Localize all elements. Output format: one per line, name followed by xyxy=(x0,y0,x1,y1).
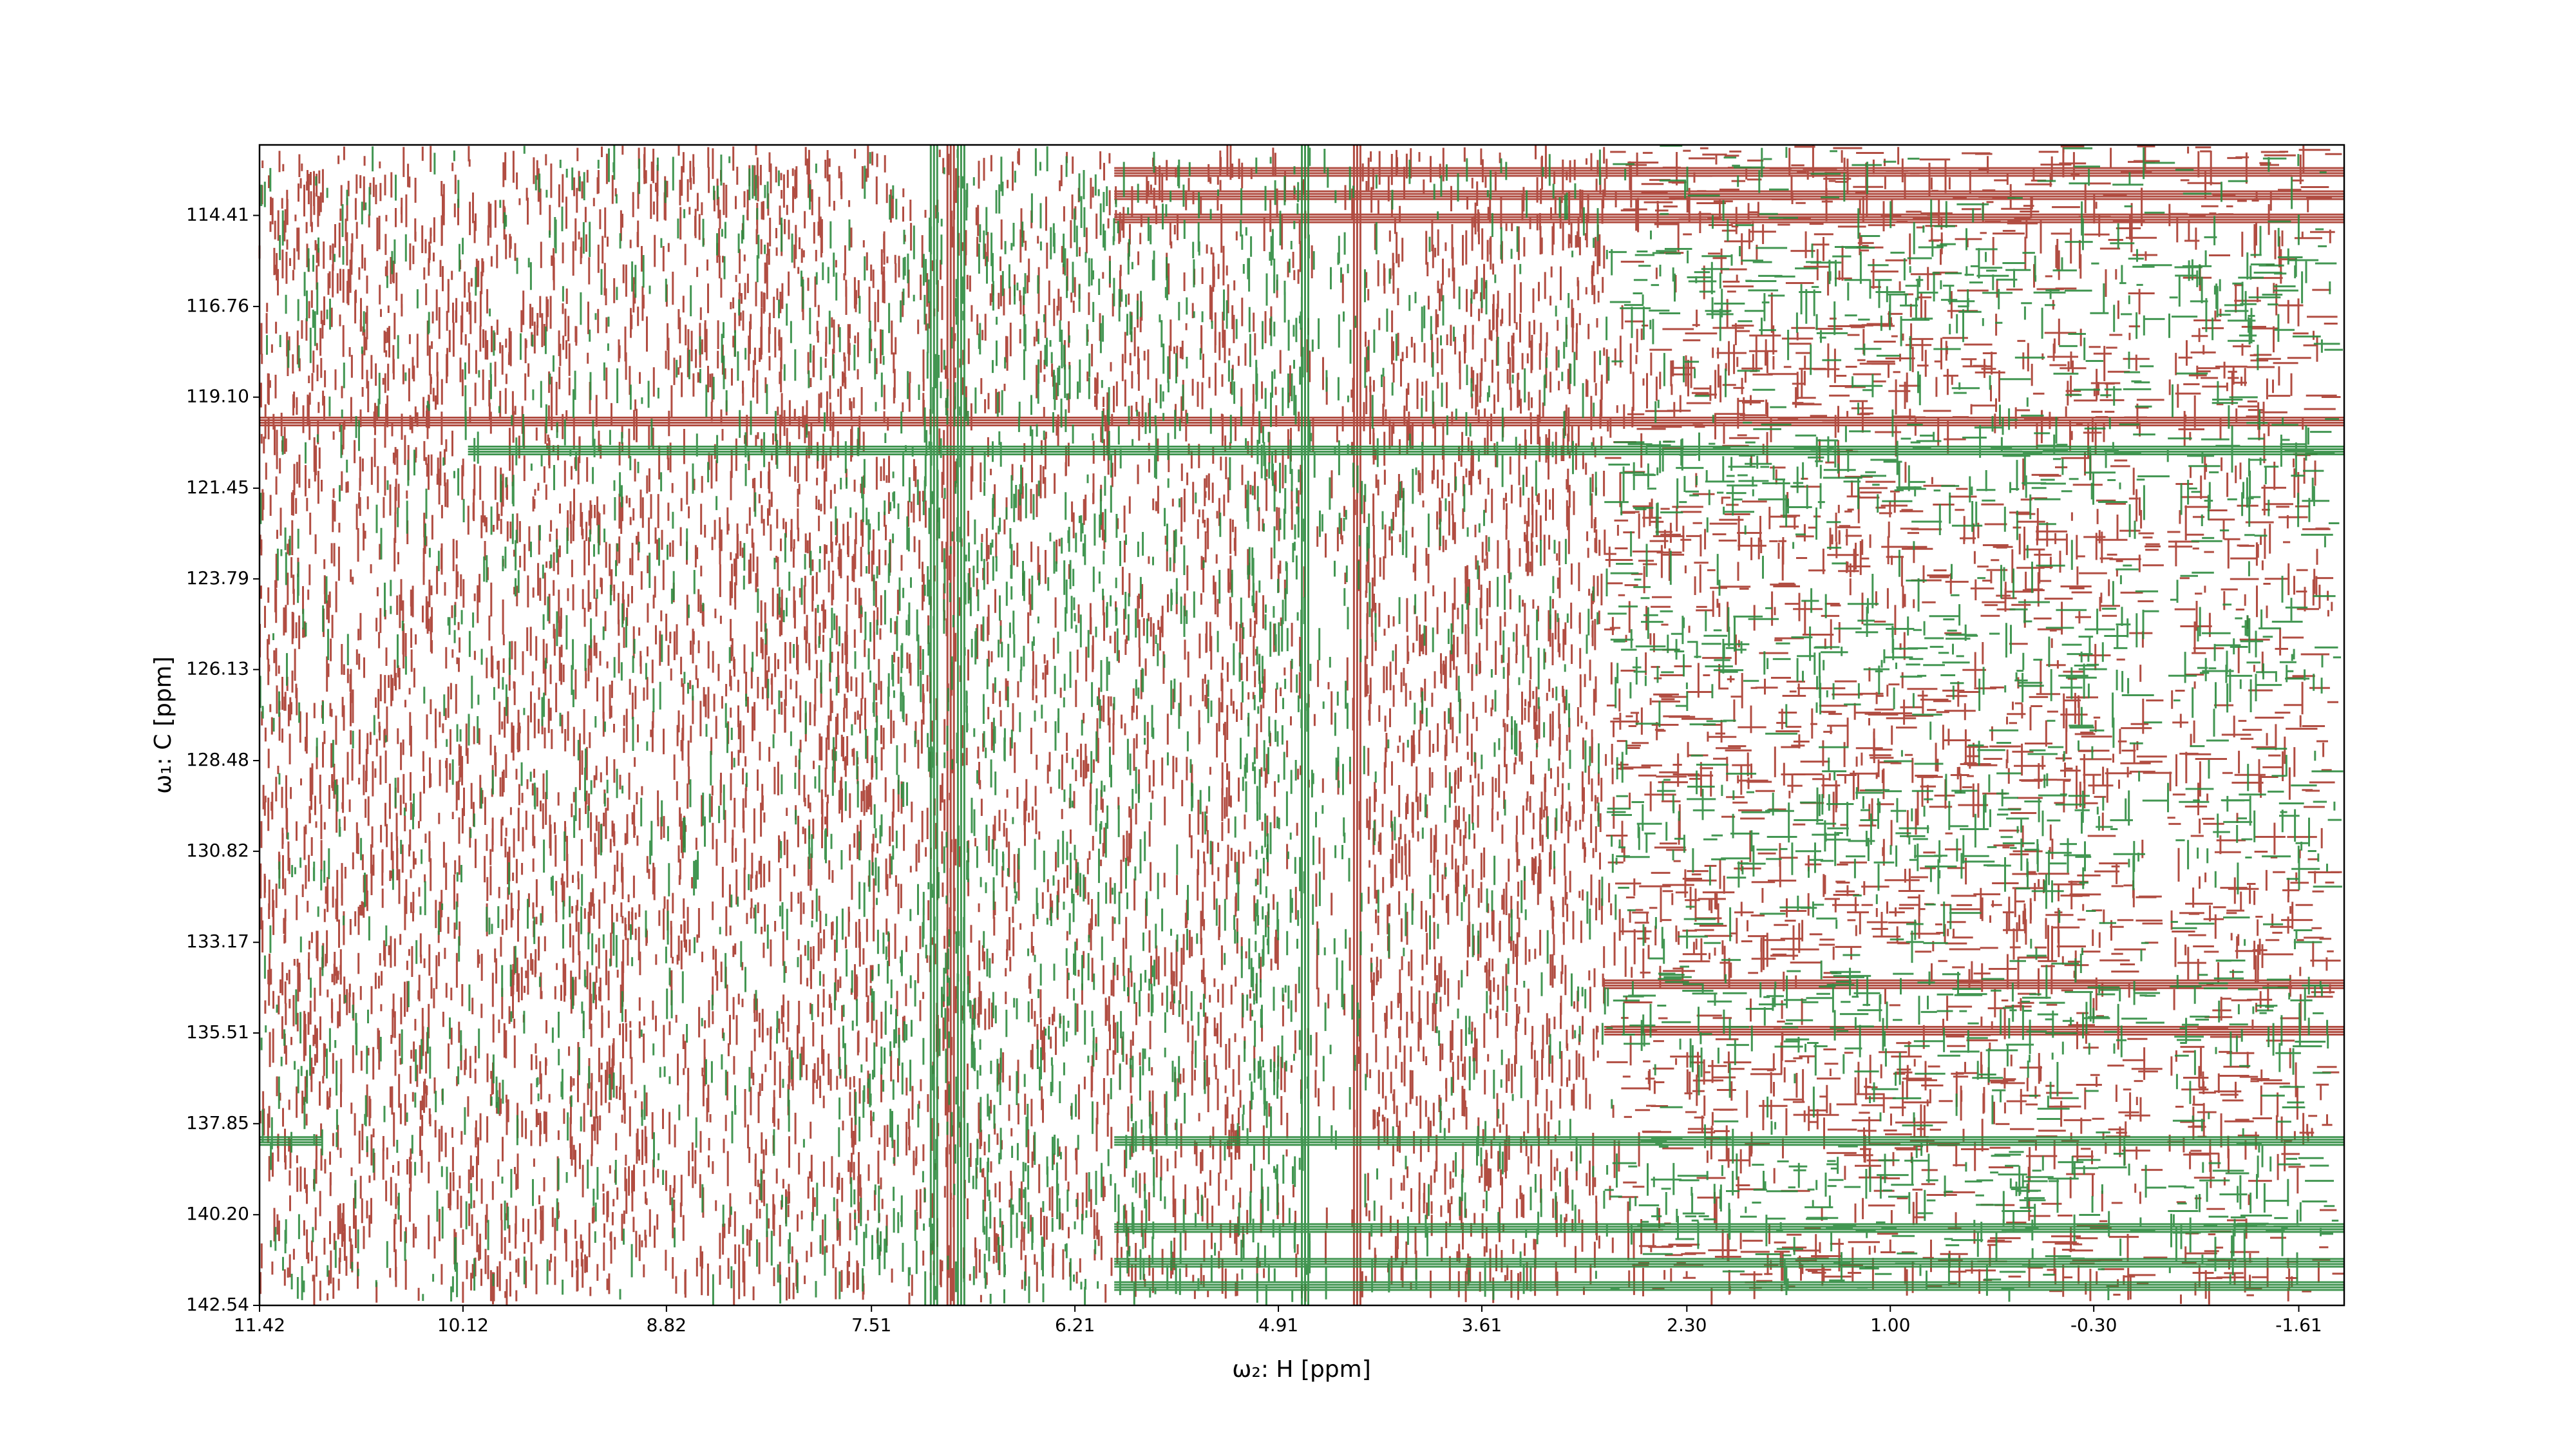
x-tick-label: -0.30 xyxy=(2070,1314,2117,1336)
y-tick-label: 126.13 xyxy=(186,658,249,679)
y-tick-label: 137.85 xyxy=(186,1112,249,1133)
y-axis-label: ω₁: C [ppm] xyxy=(150,656,176,794)
x-tick-label: -1.61 xyxy=(2275,1314,2322,1336)
x-tick-label: 10.12 xyxy=(437,1314,489,1336)
x-tick-label: 4.91 xyxy=(1258,1314,1298,1336)
y-tick-label: 133.17 xyxy=(186,931,249,952)
plot-frame xyxy=(258,144,2345,1307)
x-tick-label: 1.00 xyxy=(1870,1314,1910,1336)
x-tick-label: 7.51 xyxy=(851,1314,891,1336)
x-tick-label: 6.21 xyxy=(1055,1314,1095,1336)
y-tick-label: 135.51 xyxy=(186,1021,249,1043)
y-tick-label: 130.82 xyxy=(186,840,249,861)
y-tick-label: 121.45 xyxy=(186,477,249,498)
x-tick-label: 2.30 xyxy=(1667,1314,1707,1336)
contour-texture xyxy=(258,144,2344,1305)
negative-contours xyxy=(259,144,2344,1305)
y-tick-label: 123.79 xyxy=(186,567,249,589)
y-tick-label: 140.20 xyxy=(186,1203,249,1224)
x-tick-label: 11.42 xyxy=(234,1314,285,1336)
y-tick-label: 128.48 xyxy=(186,749,249,770)
y-tick-label: 116.76 xyxy=(186,295,249,316)
x-tick-label: 8.82 xyxy=(647,1314,687,1336)
y-tick-label: 114.41 xyxy=(186,204,249,225)
x-axis-label: ω₂: H [ppm] xyxy=(1232,1356,1371,1383)
x-tick-label: 3.61 xyxy=(1462,1314,1502,1336)
positive-contours xyxy=(258,145,2344,1305)
y-tick-label: 119.10 xyxy=(186,386,249,407)
y-tick-label: 142.54 xyxy=(186,1294,249,1315)
